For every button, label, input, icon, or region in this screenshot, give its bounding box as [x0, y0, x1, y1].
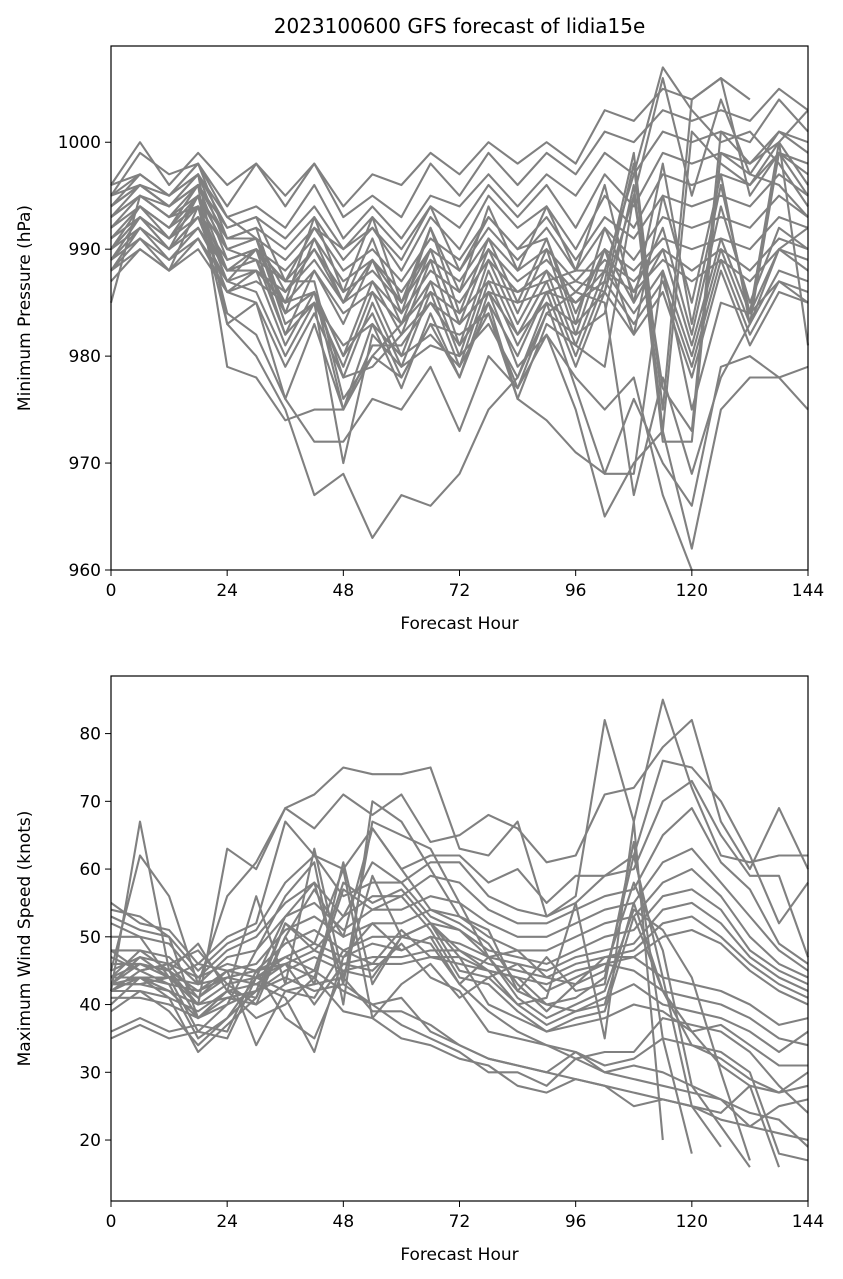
pressure-series-line-27 [110, 66, 809, 400]
pressure-series-line-26 [110, 77, 809, 411]
wind-series-line-15 [110, 827, 751, 1168]
pressure-y-tick-label: 980 [69, 347, 101, 367]
wind-x-tick-label: 120 [676, 1212, 708, 1232]
pressure-y-tick-label: 960 [69, 561, 101, 581]
wind-series-line-16 [110, 861, 751, 1161]
wind-y-tick-label: 50 [79, 928, 101, 948]
wind-series-line-25 [110, 922, 808, 1067]
wind-y-tick-label: 40 [79, 996, 101, 1016]
wind-series-line-28 [110, 861, 809, 1026]
pressure-x-tick-label: 96 [565, 581, 587, 601]
wind-x-tick-label: 48 [333, 1212, 355, 1232]
pressure-series-line-20 [110, 183, 809, 507]
wind-x-tick-label: 24 [216, 1212, 238, 1232]
wind-series-line-17 [110, 881, 780, 1168]
wind-series-line-19 [110, 942, 809, 1148]
pressure-y-axis-label: Minimum Pressure (hPa) [15, 205, 35, 411]
wind-series-line-3 [110, 759, 809, 965]
pressure-x-tick-label: 48 [333, 581, 355, 601]
pressure-x-tick-label: 0 [106, 581, 117, 601]
wind-series-line-2 [109, 718, 809, 986]
pressure-x-tick-label: 24 [216, 581, 238, 601]
wind-series-line-13 [110, 800, 693, 1154]
wind-series-line-26 [110, 928, 809, 1054]
wind-y-tick-label: 70 [79, 792, 101, 812]
pressure-panel: 0 24 48 72 96 120 144 960 970 980 990 1000 Forecast … [15, 45, 824, 634]
pressure-y-tick-label: 970 [69, 454, 101, 474]
pressure-x-tick-label: 120 [676, 581, 708, 601]
pressure-series-line-1 [110, 77, 751, 208]
wind-x-tick-label: 144 [792, 1212, 824, 1232]
wind-y-tick-label: 80 [79, 725, 101, 745]
pressure-series-line-12 [110, 151, 809, 336]
wind-x-tick-label: 0 [106, 1212, 117, 1232]
wind-x-axis-label: Forecast Hour [400, 1245, 518, 1265]
wind-x-tick-label: 96 [565, 1212, 587, 1232]
wind-y-axis-label: Maximum Wind Speed (knots) [15, 811, 35, 1067]
pressure-x-tick-label: 144 [792, 581, 824, 601]
pressure-series-line-2 [110, 87, 809, 219]
pressure-series-line-21 [110, 194, 693, 571]
pressure-y-tick-label: 1000 [58, 133, 101, 153]
wind-y-tick-label: 30 [79, 1063, 101, 1083]
wind-y-tick-label: 60 [79, 860, 101, 880]
pressure-x-tick-label: 72 [449, 581, 471, 601]
wind-series-line-5 [111, 807, 809, 979]
wind-series-line-22 [111, 969, 809, 1128]
chart-title: 2023100600 GFS forecast of lidia15e [274, 14, 646, 38]
pressure-series-line-25 [110, 130, 809, 465]
wind-x-tick-label: 72 [449, 1212, 471, 1232]
wind-series-line-4 [110, 779, 809, 972]
wind-series-line-1 [109, 698, 808, 1006]
pressure-series-line-22 [110, 205, 809, 539]
pressure-y-tick-label: 990 [69, 240, 101, 260]
pressure-x-axis-label: Forecast Hour [400, 614, 518, 634]
wind-series-line-27 [110, 868, 809, 1047]
wind-y-tick-label: 20 [79, 1131, 101, 1151]
pressure-series-line-28 [110, 77, 809, 379]
pressure-series-line-24 [110, 130, 809, 443]
pressure-series-line-23 [110, 109, 809, 433]
wind-speed-panel: 0 24 48 72 96 120 144 20 30 40 50 60 70 80 Forecast Ho… [15, 675, 824, 1265]
